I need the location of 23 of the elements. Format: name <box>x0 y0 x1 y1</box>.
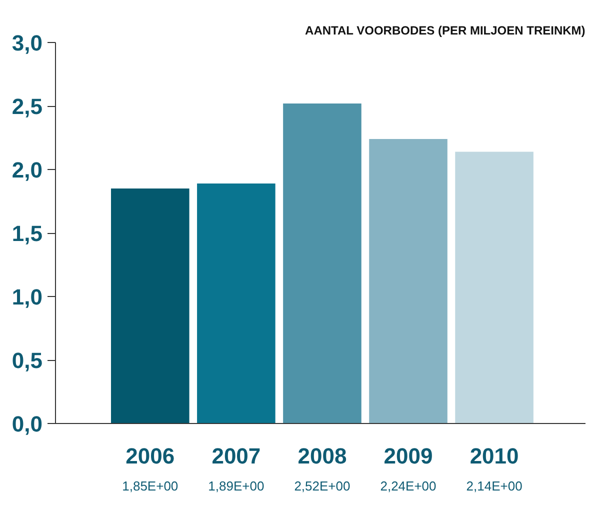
x-tick-label: 2008 <box>298 444 347 468</box>
y-tick-label: 3,0 <box>12 30 43 56</box>
y-tick-label: 1,0 <box>12 284 43 310</box>
bar <box>197 183 276 424</box>
y-tick-label: 0,5 <box>12 348 43 373</box>
data-label: 1,85E+00 <box>122 478 178 494</box>
y-tick-label: 0,0 <box>12 412 43 436</box>
x-tick-label: 2010 <box>470 444 519 468</box>
bar <box>369 139 448 424</box>
x-tick-label: 2009 <box>384 444 433 468</box>
x-tick-label: 2007 <box>212 444 261 468</box>
y-tick-label: 2,0 <box>12 158 43 182</box>
data-label: 1,89E+00 <box>208 478 264 494</box>
bar <box>283 103 362 424</box>
bar <box>110 188 190 424</box>
x-tick-label: 2006 <box>126 444 175 468</box>
bar <box>455 152 534 424</box>
data-label: 2,24E+00 <box>380 478 436 494</box>
y-tick-label: 2,5 <box>12 94 43 119</box>
chart-title: AANTAL VOORBODES (PER MILJOEN TREINKM) <box>305 24 586 38</box>
y-tick-label: 1,5 <box>12 221 43 246</box>
data-label: 2,14E+00 <box>466 478 522 494</box>
data-label: 2,52E+00 <box>294 478 350 494</box>
